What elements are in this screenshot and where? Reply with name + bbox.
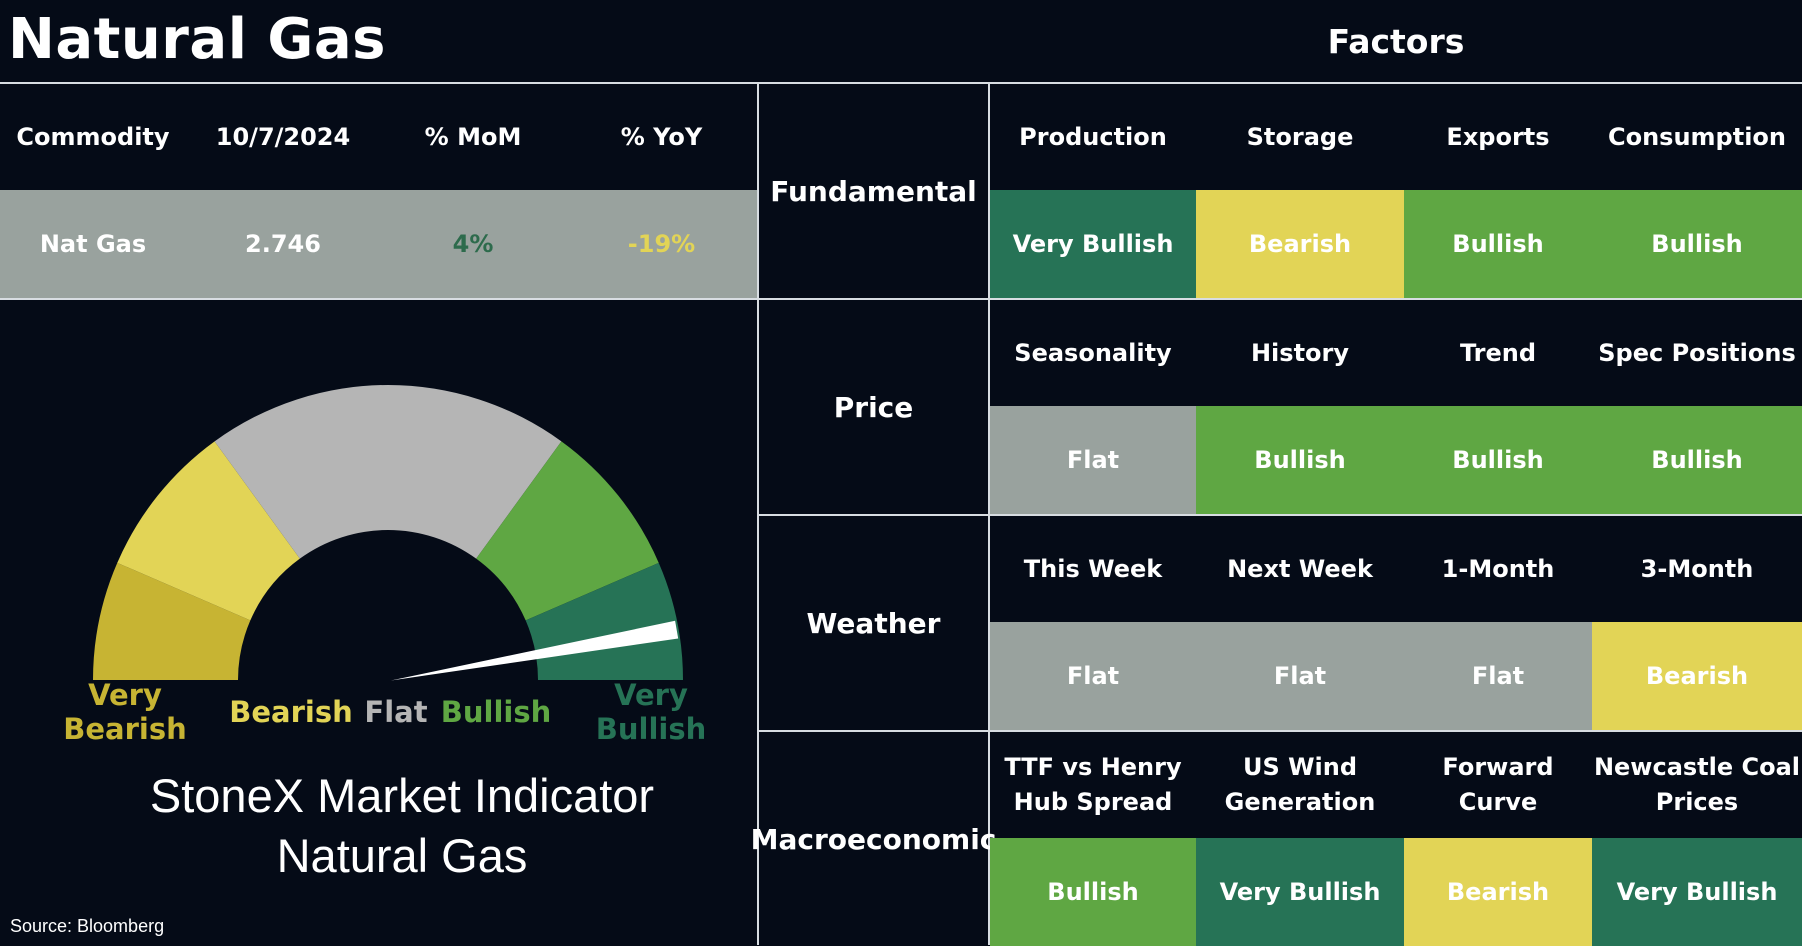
- category-price: Price: [833, 390, 914, 424]
- gauge-segment-bullish: [476, 441, 659, 621]
- commodity-name: Nat Gas: [39, 230, 147, 258]
- commodity-yoy: -19%: [627, 230, 696, 258]
- factor-signal-production: Very Bullish: [990, 190, 1196, 298]
- factor-header-line: Forward: [1442, 753, 1554, 781]
- factor-signal-next-week: Flat: [1196, 622, 1404, 730]
- factor-header-trend: Trend: [1459, 338, 1537, 367]
- gauge-segment-bearish: [117, 441, 300, 621]
- commodity-price: 2.746: [245, 230, 321, 258]
- factor-signal-storage: Bearish: [1196, 190, 1404, 298]
- table-row: [0, 190, 757, 298]
- factor-header-next-week: Next Week: [1227, 554, 1373, 583]
- source-note: Source: Bloomberg: [10, 916, 165, 936]
- factor-header-line: Prices: [1655, 788, 1739, 816]
- page-title: Natural Gas: [8, 7, 386, 72]
- gauge-segment-very-bearish: [93, 562, 251, 680]
- factor-header-line: Hub Spread: [1013, 788, 1173, 816]
- gauge-label-bearish: Bearish: [229, 695, 353, 729]
- category-macroeconomic: Macroeconomic: [750, 822, 997, 856]
- category-fundamental: Fundamental: [770, 174, 977, 208]
- gauge-label-bullish: Bullish: [440, 695, 552, 729]
- factor-signal-trend: Bullish: [1404, 406, 1592, 514]
- header-commodity: Commodity: [16, 123, 170, 151]
- factor-signal-spec-positions: Bullish: [1592, 406, 1802, 514]
- header-date: 10/7/2024: [215, 123, 351, 151]
- factor-header-spec-positions: Spec Positions: [1598, 338, 1796, 367]
- header-mom: % MoM: [424, 123, 522, 151]
- gauge-needle: [390, 620, 679, 681]
- factor-header-forward-curve: Forward Curve: [1404, 732, 1592, 838]
- header-yoy: % YoY: [620, 123, 703, 151]
- factor-header-line: Newcastle Coal: [1593, 753, 1801, 781]
- factor-header-line: US Wind: [1242, 753, 1358, 781]
- factor-signal-us-wind-generation: Very Bullish: [1196, 838, 1404, 946]
- factor-header-seasonality: Seasonality: [1014, 338, 1172, 367]
- factor-signal-this-week: Flat: [990, 622, 1196, 730]
- factor-signal-ttf-vs-henry-hub-spread: Bullish: [990, 838, 1196, 946]
- factor-header-us-wind-generation: US Wind Generation: [1196, 732, 1404, 838]
- factor-signal-1-month: Flat: [1404, 622, 1592, 730]
- category-weather: Weather: [806, 606, 941, 640]
- factor-signal-newcastle-coal-prices: Very Bullish: [1592, 838, 1802, 946]
- factor-header-consumption: Consumption: [1607, 122, 1787, 151]
- gauge-label-very-bearish: Very Bearish: [63, 678, 187, 746]
- factor-header-production: Production: [1019, 122, 1167, 151]
- category-divider: [988, 82, 990, 945]
- factors-title: Factors: [1327, 21, 1465, 61]
- factor-signal-exports: Bullish: [1404, 190, 1592, 298]
- market-indicator-gauge: [93, 385, 683, 681]
- factor-header-history: History: [1250, 338, 1350, 367]
- indicator-caption-line1: StoneX Market Indicator: [149, 769, 655, 822]
- factor-header-1-month: 1-Month: [1441, 554, 1555, 583]
- group-divider-3: [757, 730, 1802, 732]
- factor-signal-history: Bullish: [1196, 406, 1404, 514]
- factor-header-exports: Exports: [1446, 122, 1550, 151]
- factor-header-newcastle-coal-prices: Newcastle Coal Prices: [1592, 732, 1802, 838]
- commodity-mom: 4%: [452, 230, 494, 258]
- factor-header-line: TTF vs Henry: [1004, 753, 1182, 781]
- factor-signal-consumption: Bullish: [1592, 190, 1802, 298]
- factor-signal-seasonality: Flat: [990, 406, 1196, 514]
- factor-header-3-month: 3-Month: [1640, 554, 1754, 583]
- commodity-table-divider: [0, 298, 757, 300]
- gauge-label-very-bullish: Very Bullish: [595, 678, 707, 746]
- factor-header-line: Generation: [1224, 788, 1376, 816]
- header-divider: [0, 82, 1802, 84]
- factor-signal-forward-curve: Bearish: [1404, 838, 1592, 946]
- factor-signal-3-month: Bearish: [1592, 622, 1802, 730]
- left-panel-divider: [757, 82, 759, 945]
- gauge-segment-flat: [214, 385, 562, 559]
- factor-header-this-week: This Week: [1023, 554, 1163, 583]
- gauge-label-flat: Flat: [364, 695, 428, 729]
- factor-header-storage: Storage: [1246, 122, 1354, 151]
- factor-header-line: Curve: [1458, 788, 1538, 816]
- group-divider-2: [757, 514, 1802, 516]
- group-divider-1: [757, 298, 1802, 300]
- indicator-caption-line2: Natural Gas: [276, 829, 528, 882]
- factor-header-ttf-vs-henry-hub-spread: TTF vs Henry Hub Spread: [990, 732, 1196, 838]
